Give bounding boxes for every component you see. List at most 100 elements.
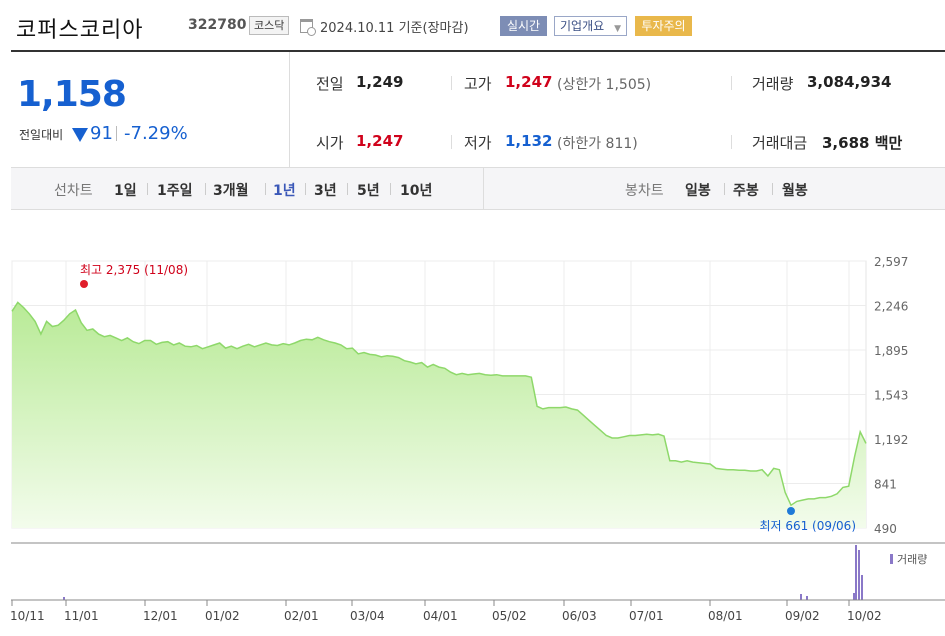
volume-bar xyxy=(800,594,802,600)
y-tick-label: 1,192 xyxy=(874,433,908,447)
x-tick-label: 12/01 xyxy=(143,609,178,623)
y-tick-label: 841 xyxy=(874,478,897,492)
period-10y[interactable]: 10년 xyxy=(400,183,433,199)
volume-bar xyxy=(853,593,855,600)
y-tick-label: 490 xyxy=(874,522,897,536)
price-chart[interactable]: 2,597 2,246 1,895 1,543 1,192 841 490 거래량 10/1… xyxy=(0,210,945,636)
divider xyxy=(772,183,773,195)
low-marker xyxy=(786,507,795,515)
x-tick-label: 10/11 xyxy=(10,609,45,623)
price-area xyxy=(12,302,866,528)
high-value: 1,247 xyxy=(505,73,553,91)
price-change: 91 xyxy=(90,123,113,144)
low-value: 1,132 xyxy=(505,132,553,150)
date-value: 2024.10.11 xyxy=(320,21,395,36)
change-rate: -7.29% xyxy=(124,123,188,144)
market-badge: 코스닥 xyxy=(249,16,290,35)
chevron-down-icon: ▼ xyxy=(614,24,621,34)
divider xyxy=(731,76,732,90)
period-5y[interactable]: 5년 xyxy=(357,183,380,199)
y-tick-label: 2,597 xyxy=(874,255,908,269)
divider xyxy=(305,183,306,195)
volume-bar xyxy=(855,545,857,600)
trade-amount-unit: 백만 xyxy=(874,134,903,152)
company-overview-label: 기업개요 xyxy=(560,19,605,33)
volume-legend-swatch xyxy=(890,554,893,564)
chart-period-bar: 선차트 1일 1주일 3개월 1년 3년 5년 10년 봉차트 일봉 주봉 월봉 xyxy=(11,168,945,210)
stock-name: 코퍼스코리아 xyxy=(16,18,144,43)
change-separator xyxy=(116,126,117,141)
calendar-clock-icon xyxy=(300,19,316,36)
divider xyxy=(205,183,206,195)
high-annotation: 최고 2,375 (11/08) xyxy=(80,263,188,277)
open-label: 시가 xyxy=(316,134,344,152)
current-price: 1,158 xyxy=(17,74,127,115)
volume-bar xyxy=(861,575,863,600)
divider xyxy=(451,76,452,90)
x-tick-label: 10/02 xyxy=(847,609,882,623)
x-tick-label: 05/02 xyxy=(492,609,527,623)
x-tick-label: 11/01 xyxy=(64,609,99,623)
x-tick-label: 09/02 xyxy=(785,609,820,623)
period-3y[interactable]: 3년 xyxy=(314,183,337,199)
low-label: 저가 xyxy=(464,134,492,152)
price-line xyxy=(11,301,867,507)
period-1w[interactable]: 1주일 xyxy=(157,183,193,199)
volume-bar xyxy=(806,596,808,600)
x-tick-label: 03/04 xyxy=(350,609,385,623)
divider xyxy=(451,135,452,149)
divider xyxy=(724,183,725,195)
volume-value: 3,084,934 xyxy=(807,73,892,91)
prev-close-value: 1,249 xyxy=(356,73,404,91)
investment-warning-badge: 투자주의 xyxy=(635,16,692,36)
trade-amount-number: 3,688 xyxy=(822,134,870,152)
period-3m[interactable]: 3개월 xyxy=(213,183,249,199)
candle-weekly[interactable]: 주봉 xyxy=(733,183,759,199)
price-summary: 1,158 전일대비 91 -7.29% 전일 1,249 고가 1,247 (… xyxy=(11,50,945,169)
stock-header: 코퍼스코리아 322780 코스닥 2024.10.11 기준(장마감) 실시간… xyxy=(0,0,945,50)
summary-divider xyxy=(289,52,290,169)
x-axis: 10/11 11/01 12/01 01/02 02/01 03/04 04/01 05/02… xyxy=(10,600,882,623)
volume-label: 거래량 xyxy=(752,75,794,93)
divider xyxy=(390,183,391,195)
high-label: 고가 xyxy=(464,75,492,93)
candle-daily[interactable]: 일봉 xyxy=(685,183,711,199)
high-marker xyxy=(80,280,88,288)
stock-code: 322780 xyxy=(188,17,247,33)
y-tick-label: 2,246 xyxy=(874,300,908,314)
divider xyxy=(265,183,266,195)
x-tick-label: 04/01 xyxy=(423,609,458,623)
price-date: 2024.10.11 기준(장마감) xyxy=(320,17,469,36)
y-axis: 2,597 2,246 1,895 1,543 1,192 841 490 xyxy=(874,255,908,536)
candle-monthly[interactable]: 월봉 xyxy=(782,183,808,199)
y-tick-label: 1,543 xyxy=(874,389,908,403)
x-tick-label: 01/02 xyxy=(205,609,240,623)
volume-bars xyxy=(63,545,863,600)
open-value: 1,247 xyxy=(356,132,404,150)
down-arrow-icon xyxy=(72,128,88,142)
y-tick-label: 1,895 xyxy=(874,344,908,358)
prev-close-label: 전일 xyxy=(316,75,344,93)
trade-amount-label: 거래대금 xyxy=(752,134,808,152)
volume-bar xyxy=(858,550,860,600)
realtime-button[interactable]: 실시간 xyxy=(500,16,547,36)
change-label: 전일대비 xyxy=(19,128,64,142)
divider xyxy=(147,183,148,195)
lower-limit: (하한가 811) xyxy=(557,136,638,152)
volume-bar xyxy=(63,597,65,600)
low-annotation: 최저 661 (09/06) xyxy=(759,519,856,533)
trade-amount-value: 3,688 백만 xyxy=(822,132,902,153)
x-tick-label: 06/03 xyxy=(562,609,597,623)
line-chart-label: 선차트 xyxy=(54,183,93,199)
date-suffix: 기준(장마감) xyxy=(398,21,469,36)
period-1d[interactable]: 1일 xyxy=(114,183,137,199)
upper-limit: (상한가 1,505) xyxy=(557,77,652,93)
volume-legend-label: 거래량 xyxy=(897,553,927,566)
divider xyxy=(731,135,732,149)
company-overview-dropdown[interactable]: 기업개요 ▼ xyxy=(554,16,627,36)
period-bar-divider xyxy=(483,168,484,210)
divider xyxy=(347,183,348,195)
x-tick-label: 08/01 xyxy=(708,609,743,623)
period-1y[interactable]: 1년 xyxy=(273,183,296,199)
x-tick-label: 02/01 xyxy=(284,609,319,623)
